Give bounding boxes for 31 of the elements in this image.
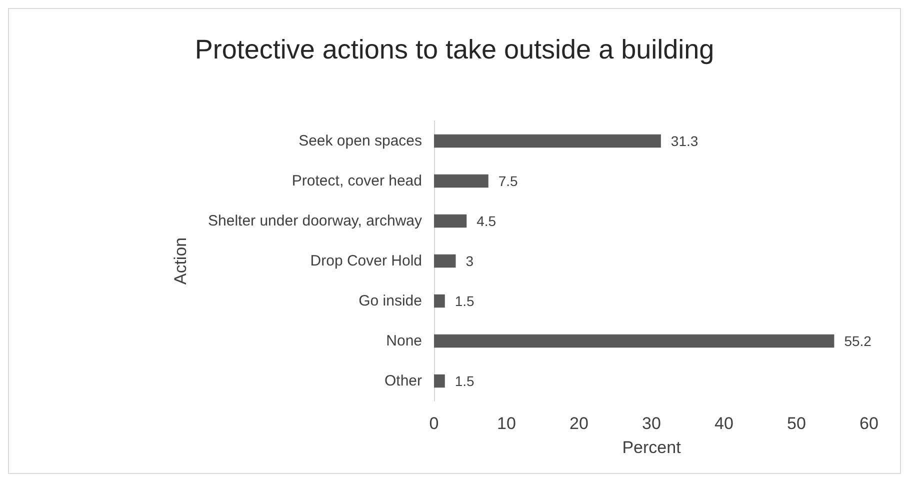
y-tick-label: Protect, cover head xyxy=(292,172,422,190)
data-label: 7.5 xyxy=(498,173,518,189)
y-tick-label: Seek open spaces xyxy=(298,132,422,150)
data-label: 1.5 xyxy=(454,293,475,309)
x-tick-label: 60 xyxy=(860,414,878,433)
y-axis-title: Action xyxy=(171,237,190,285)
bar xyxy=(434,334,834,348)
bar xyxy=(434,174,488,188)
bar xyxy=(434,254,456,268)
data-label: 3 xyxy=(466,253,474,269)
x-tick-label: 50 xyxy=(787,414,806,433)
y-tick-label: Drop Cover Hold xyxy=(310,252,422,270)
y-tick-label: Go inside xyxy=(358,292,422,310)
data-label: 55.2 xyxy=(844,333,872,349)
bar xyxy=(434,134,661,148)
x-axis-title: Percent xyxy=(622,438,682,457)
x-tick-label: 20 xyxy=(570,414,588,433)
x-tick-label: 40 xyxy=(714,414,734,433)
y-tick-label: None xyxy=(386,332,422,350)
data-label: 4.5 xyxy=(476,213,496,229)
x-tick-label: 0 xyxy=(429,414,439,433)
y-tick-label: Other xyxy=(384,372,422,390)
bar xyxy=(434,294,445,308)
bar xyxy=(434,374,445,388)
y-tick-label: Shelter under doorway, archway xyxy=(208,212,422,230)
bar xyxy=(434,214,467,228)
x-tick-label: 10 xyxy=(497,414,516,433)
data-label: 1.5 xyxy=(454,373,475,389)
data-label: 31.3 xyxy=(670,133,698,149)
chart-title: Protective actions to take outside a building xyxy=(194,34,714,64)
x-tick-label: 30 xyxy=(642,414,661,433)
